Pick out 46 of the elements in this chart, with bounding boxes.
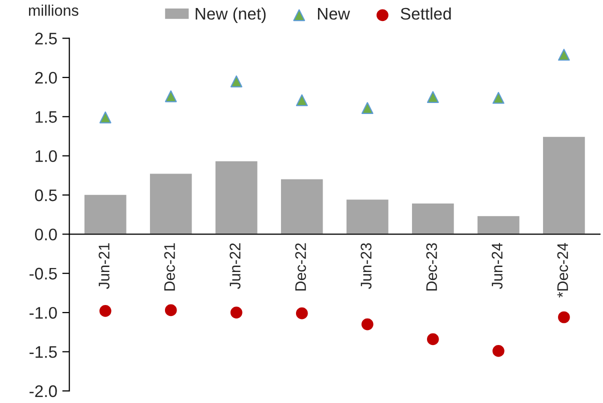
point: [99, 305, 112, 317]
bar: [476, 214, 521, 235]
y-tick-label: 2.0: [35, 72, 57, 84]
point: [558, 311, 570, 324]
bar: [83, 194, 128, 235]
point: [230, 306, 242, 318]
legend-label: Settled: [400, 7, 451, 20]
y-tick-label: 0.5: [35, 189, 57, 202]
point: [492, 345, 504, 357]
bar: [410, 202, 456, 235]
y-tick-label: 1.0: [36, 150, 57, 162]
x-tick-label: Jun-23: [360, 243, 372, 289]
point: [99, 111, 112, 124]
point: [296, 307, 308, 320]
bar: [148, 172, 194, 235]
point: [427, 91, 439, 103]
x-tick-label: Dec-21: [164, 243, 175, 291]
y-tick-label: 2.5: [35, 32, 57, 44]
y-tick-label: -0.5: [30, 268, 57, 280]
point: [230, 75, 242, 88]
x-tick-label: Jun-22: [230, 243, 240, 289]
y-tick-label: -2.0: [30, 385, 57, 398]
y-tick-label: -1.5: [30, 346, 57, 358]
bar: [345, 198, 390, 235]
x-tick-label: Jun-24: [492, 242, 503, 289]
point: [558, 48, 570, 61]
x-tick-label: Jun-21: [98, 243, 110, 289]
point: [427, 333, 439, 346]
point: [164, 304, 177, 316]
x-tick-label: *Dec-24: [557, 242, 568, 298]
y-tick-label: 1.5: [36, 111, 57, 123]
x-tick-label: Dec-22: [295, 243, 306, 291]
point: [361, 318, 374, 330]
bar: [214, 160, 259, 235]
point: [296, 94, 308, 106]
y-tick-label: 0.0: [35, 228, 57, 240]
point: [492, 92, 504, 104]
y-axis-title: millions: [28, 4, 78, 16]
y-tick-label: -1.0: [30, 306, 57, 319]
bar: [280, 178, 324, 235]
point: [361, 102, 374, 114]
point: [164, 90, 177, 102]
legend-label: New: [318, 8, 350, 20]
x-tick-label: Dec-23: [426, 243, 438, 291]
legend-label: New (net): [196, 7, 266, 23]
bar: [542, 136, 586, 235]
